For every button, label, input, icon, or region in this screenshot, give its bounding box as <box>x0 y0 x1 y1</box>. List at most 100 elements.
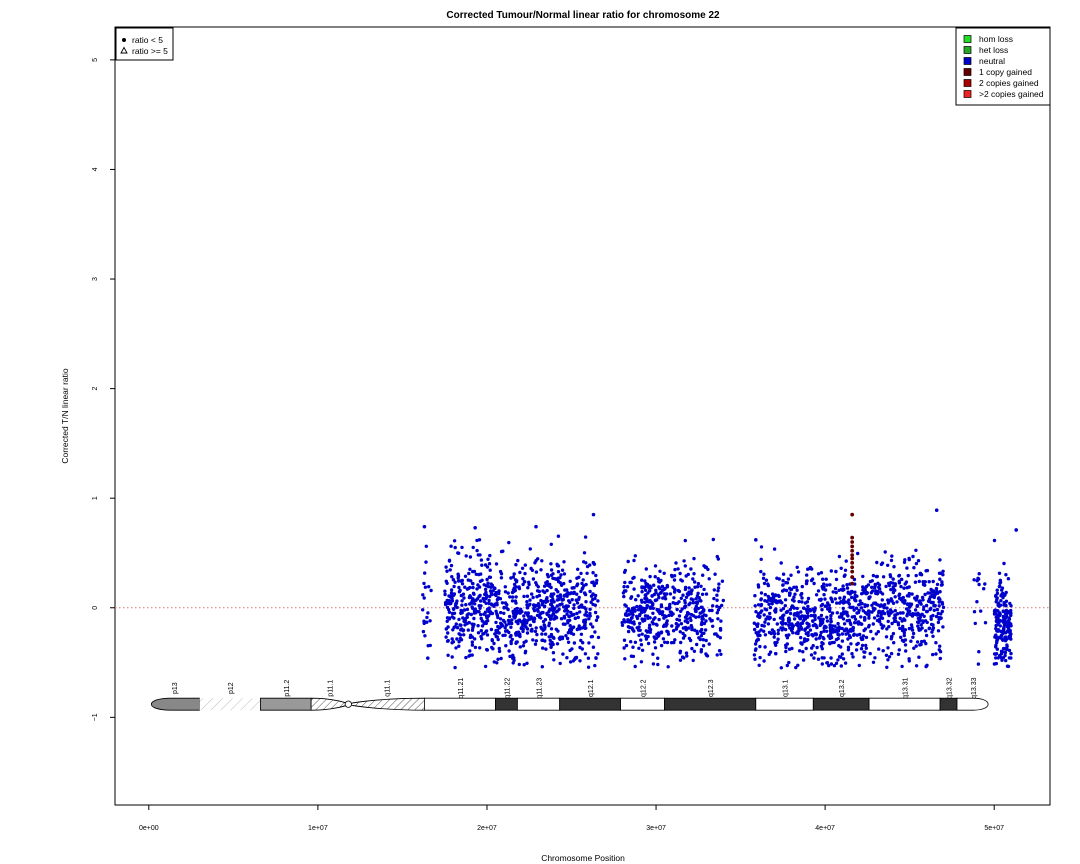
data-point <box>549 632 554 637</box>
data-point <box>902 633 906 638</box>
data-point <box>828 641 832 645</box>
data-point <box>570 647 574 651</box>
data-point <box>670 624 674 628</box>
data-point <box>620 623 625 627</box>
data-point <box>488 568 492 572</box>
data-point <box>846 645 851 649</box>
data-point <box>540 627 544 631</box>
legend-swatch <box>963 90 972 98</box>
data-point <box>934 586 939 591</box>
data-point <box>907 609 911 613</box>
data-point <box>999 629 1003 634</box>
data-point <box>589 594 594 598</box>
data-point <box>784 649 788 654</box>
data-point <box>766 622 771 626</box>
data-point <box>504 629 508 633</box>
data-point <box>541 610 545 615</box>
data-point <box>1006 629 1010 634</box>
data-point <box>993 608 997 613</box>
data-point <box>846 600 850 604</box>
data-point <box>540 665 544 669</box>
data-point <box>807 607 812 612</box>
data-point <box>712 588 716 592</box>
data-point <box>833 624 837 628</box>
data-point <box>575 583 579 588</box>
data-point <box>693 609 698 613</box>
data-point <box>473 525 477 530</box>
data-point <box>808 628 813 632</box>
data-point <box>585 571 589 575</box>
data-point <box>804 646 808 651</box>
data-point <box>583 652 588 656</box>
data-point <box>475 548 479 553</box>
data-point <box>657 585 661 589</box>
data-point <box>762 581 767 586</box>
data-point <box>634 598 638 602</box>
data-point <box>853 621 857 625</box>
data-point <box>489 627 494 632</box>
data-point <box>540 632 544 636</box>
data-point <box>921 620 925 625</box>
data-point <box>804 638 809 643</box>
data-point <box>918 572 922 576</box>
data-point <box>656 577 660 581</box>
data-point <box>929 617 933 621</box>
data-point <box>934 614 939 619</box>
data-point <box>770 592 775 596</box>
data-point <box>824 629 829 633</box>
data-point <box>842 598 846 602</box>
data-point <box>670 613 674 617</box>
data-point <box>454 622 458 626</box>
data-point <box>465 607 470 612</box>
data-point <box>819 630 823 635</box>
data-point <box>1000 619 1005 623</box>
data-point <box>685 654 689 658</box>
data-point <box>890 621 894 626</box>
data-point <box>477 538 482 542</box>
data-point <box>913 612 917 616</box>
data-point <box>697 596 701 600</box>
data-point <box>561 597 565 602</box>
data-point <box>796 612 800 616</box>
data-point <box>421 593 425 597</box>
data-point <box>503 620 507 624</box>
data-point <box>902 560 907 564</box>
data-point <box>502 611 506 615</box>
data-point <box>653 598 658 602</box>
data-point <box>584 582 588 587</box>
data-point <box>806 604 810 609</box>
data-point <box>915 594 919 599</box>
data-point <box>579 632 584 636</box>
data-point <box>938 590 942 594</box>
data-point <box>896 652 901 656</box>
data-point <box>548 638 552 642</box>
ideogram-band <box>517 697 561 711</box>
data-point <box>824 577 828 581</box>
data-point <box>632 606 636 610</box>
data-point <box>691 598 695 602</box>
data-point <box>428 619 432 623</box>
data-point <box>701 644 706 648</box>
data-point <box>922 614 926 618</box>
data-point <box>868 579 873 584</box>
data-point <box>805 609 809 614</box>
data-point <box>975 600 979 604</box>
data-point <box>677 589 682 594</box>
data-point <box>659 643 664 648</box>
data-point <box>593 610 598 615</box>
legend-label: >2 copies gained <box>979 89 1044 99</box>
data-point <box>698 637 702 642</box>
data-point <box>764 617 768 621</box>
data-point <box>707 577 711 581</box>
data-point <box>594 581 599 585</box>
data-point <box>666 665 670 669</box>
data-point <box>564 604 569 608</box>
data-point <box>455 599 459 603</box>
data-point <box>581 641 585 645</box>
data-point <box>468 594 472 598</box>
data-point <box>823 604 828 608</box>
data-point <box>692 649 697 653</box>
data-point <box>691 577 695 581</box>
data-point <box>643 634 648 638</box>
data-point <box>902 601 907 605</box>
